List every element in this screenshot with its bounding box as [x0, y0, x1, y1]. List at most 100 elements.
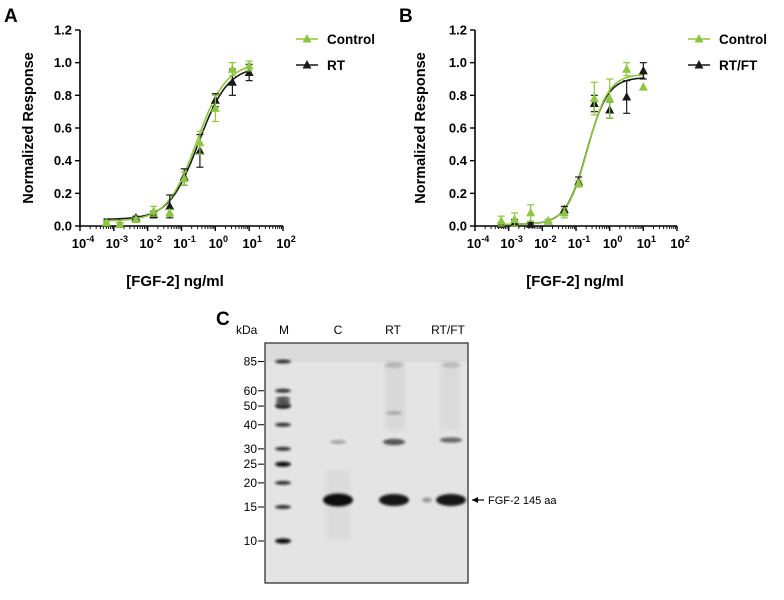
marker-ladder-bands: [275, 359, 291, 544]
y-tick-label: 0.8: [449, 88, 467, 103]
ladder-size-label: 15: [244, 500, 258, 514]
ladder-band: [275, 359, 291, 364]
y-axis-title: Normalized Response: [21, 52, 37, 204]
data-point-triangle: [510, 214, 520, 223]
data-point-triangle: [115, 219, 125, 228]
data-point-triangle: [559, 207, 569, 217]
ladder-band: [275, 538, 291, 544]
ladder-size-label: 30: [244, 442, 258, 456]
ladder-size-label: 20: [244, 476, 258, 490]
x-tick-label: 102: [670, 234, 689, 251]
x-tick-label: 101: [242, 234, 261, 251]
data-point-triangle: [526, 219, 536, 228]
x-axis-title: [FGF-2] ng/ml: [526, 273, 624, 290]
lane-label-marker: M: [279, 323, 289, 337]
ladder-band: [275, 422, 291, 427]
x-tick-label: 10-1: [568, 234, 590, 251]
lane-label-control: C: [334, 323, 343, 337]
band-rt-ft-fgf2: [436, 494, 466, 506]
lane-smear-rt: [385, 360, 405, 430]
band-rt-dimer: [383, 438, 405, 446]
ladder-band: [275, 446, 291, 451]
data-point-triangle: [496, 216, 506, 225]
data-point-triangle: [165, 207, 175, 217]
ladder-band: [275, 480, 291, 485]
y-tick-label: 1.0: [449, 55, 467, 70]
data-point-triangle: [244, 60, 254, 70]
lane-label-rt: RT: [385, 323, 401, 337]
x-tick-label: 10-1: [173, 234, 195, 251]
fgf2-band-annotation: FGF-2 145 aa: [488, 495, 557, 507]
band-rt-ft-minor: [422, 497, 432, 503]
data-point-triangle: [589, 93, 599, 103]
band-rt-high: [386, 411, 402, 415]
x-tick-label: 100: [209, 234, 228, 251]
x-axis-title: [FGF-2] ng/ml: [126, 273, 224, 290]
band-control-fgf2: [323, 493, 353, 507]
ladder-band-faint: [276, 401, 290, 405]
legend-triangle-icon: [302, 34, 312, 43]
data-point-triangle: [622, 91, 632, 101]
x-tick-label: 10-4: [72, 234, 94, 251]
lane-label-rt-ft: RT/FT: [431, 323, 465, 337]
ladder-band-faint: [276, 403, 290, 407]
x-tick-label: 10-3: [106, 234, 128, 251]
y-tick-label: 0.6: [54, 121, 72, 136]
gel-well-region: [266, 344, 467, 362]
ladder-size-label: 50: [244, 399, 258, 413]
x-tick-label: 10-2: [534, 234, 556, 251]
data-point-triangle: [149, 206, 159, 215]
x-tick-label: 10-2: [139, 234, 161, 251]
data-point-triangle: [638, 82, 648, 91]
x-tick-label: 101: [637, 234, 656, 251]
ladder-band: [275, 388, 291, 393]
legend-label: Control: [719, 32, 767, 47]
y-tick-label: 0.0: [54, 219, 72, 234]
x-tick-label: 100: [603, 234, 622, 251]
x-tick-label: 10-4: [467, 234, 489, 251]
y-tick-label: 0.6: [449, 121, 467, 136]
ladder-size-label: 40: [244, 418, 258, 432]
legend-triangle-icon: [694, 34, 704, 43]
y-tick-label: 0.0: [449, 219, 467, 234]
panel-label-b: B: [399, 6, 413, 27]
panel-label-c: C: [216, 309, 230, 330]
legend-label: RT/FT: [719, 58, 758, 73]
arrow-left-icon: [472, 497, 478, 503]
kda-label: kDa: [236, 323, 258, 337]
y-axis-title: Normalized Response: [413, 52, 429, 204]
ladder-size-label: 10: [244, 534, 258, 548]
data-point-triangle: [179, 173, 189, 183]
data-point-triangle: [244, 67, 254, 76]
data-point-triangle: [101, 217, 111, 227]
ladder-band: [275, 505, 291, 509]
data-point-triangle: [227, 77, 237, 86]
legend-triangle-icon: [694, 60, 704, 69]
band-rt-fgf2: [379, 494, 409, 506]
dose-response-chart-b: B Normalized Response [FGF-2] ng/ml 0.0 0…: [399, 6, 767, 290]
data-point-triangle: [131, 214, 141, 223]
y-tick-label: 0.4: [54, 153, 73, 168]
x-tick-label: 10-3: [500, 234, 522, 251]
ladder-size-label: 25: [244, 457, 258, 471]
data-point-triangle: [165, 201, 175, 210]
dose-response-chart-a: A Normalized Response [FGF-2] ng/ml 0.0 0…: [4, 6, 375, 290]
y-tick-label: 1.2: [54, 23, 72, 38]
data-point-triangle: [605, 93, 615, 103]
data-point-triangle: [210, 103, 220, 112]
y-tick-label: 0.2: [449, 186, 467, 201]
ladder-band: [275, 461, 291, 467]
lane-smear-rt-ft: [440, 360, 460, 430]
fit-curve: [103, 65, 251, 222]
y-tick-label: 0.4: [449, 153, 468, 168]
x-tick-label: 102: [276, 234, 295, 251]
data-point-triangle: [638, 65, 648, 75]
band-rt-ft-well: [442, 362, 460, 368]
fit-curve: [498, 73, 645, 226]
legend-triangle-icon: [302, 60, 312, 69]
fit-curve: [103, 69, 251, 220]
band-rt-ft-dimer: [440, 437, 462, 443]
